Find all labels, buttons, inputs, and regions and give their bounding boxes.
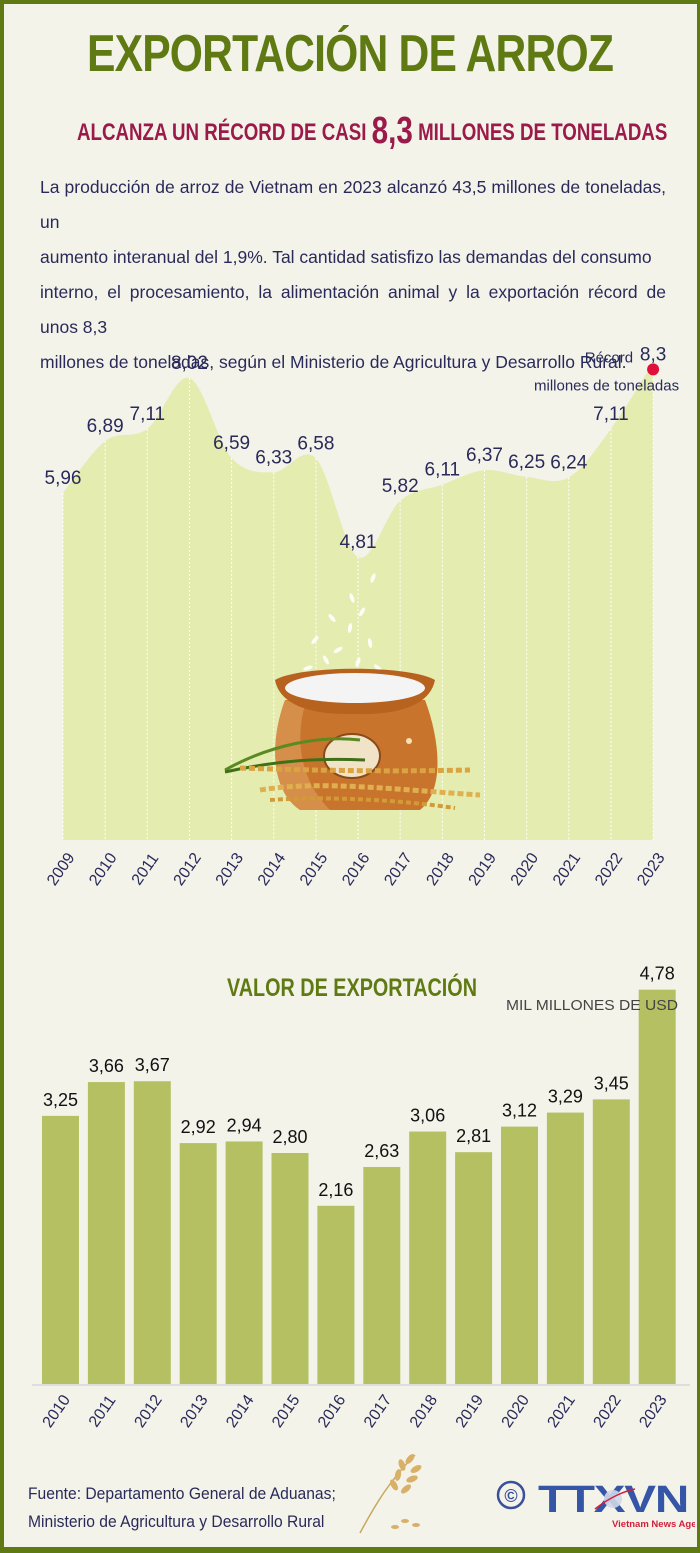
bar-value-label: 4,78 — [640, 964, 675, 984]
subtitle-number: 8,3 — [371, 110, 413, 152]
data-label: 7,11 — [593, 404, 629, 425]
data-label: 6,25 — [508, 452, 545, 473]
copyright-symbol: © — [504, 1486, 517, 1506]
x-tick-label: 2023 — [636, 1392, 670, 1431]
x-tick-label: 2021 — [545, 1392, 579, 1431]
x-tick-label: 2019 — [453, 1392, 487, 1431]
bar-chart-title: VALOR DE EXPORTACIÓN — [227, 972, 477, 1002]
bar-value-label: 2,16 — [318, 1180, 353, 1200]
x-tick-label: 2023 — [634, 850, 668, 889]
subtitle-prefix: ALCANZA UN RÉCORD DE CASI — [77, 119, 367, 146]
x-tick-label: 2012 — [171, 850, 205, 889]
bar — [409, 1131, 447, 1384]
bar — [363, 1167, 401, 1384]
logo-tagline: Vietnam News Agency — [612, 1519, 695, 1530]
source-line-2: Ministerio de Agricultura y Desarrollo R… — [28, 1512, 325, 1531]
intro-line: La producción de arroz de Vietnam en 202… — [40, 177, 666, 232]
data-label: 6,24 — [550, 452, 587, 473]
data-label: 5,82 — [382, 476, 419, 497]
x-tick-label: 2020 — [499, 1392, 533, 1431]
data-label: 6,33 — [255, 447, 292, 468]
source-note: Fuente: Departamento General de Aduanas;… — [28, 1480, 336, 1536]
page-subtitle: ALCANZA UN RÉCORD DE CASI 8,3 MILLONES D… — [77, 110, 667, 153]
x-tick-label: 2019 — [466, 850, 500, 889]
bar — [501, 1126, 538, 1384]
ttxvn-logo: © TTXVN Vietnam News Agency — [495, 1475, 700, 1540]
intro-line: aumento interanual del 1,9%. Tal cantida… — [40, 247, 652, 267]
copyright-icon — [496, 1480, 526, 1510]
bar-value-label: 3,06 — [410, 1106, 445, 1126]
data-label: 8,02 — [171, 353, 208, 374]
bar — [317, 1205, 355, 1384]
bar-value-label: 3,66 — [89, 1056, 124, 1076]
data-label: 6,59 — [213, 433, 250, 454]
subtitle-suffix: MILLONES DE TONELADAS — [418, 119, 668, 146]
bar-value-label: 2,63 — [364, 1141, 399, 1161]
x-tick-label: 2011 — [129, 850, 163, 888]
x-tick-label: 2018 — [423, 850, 457, 889]
x-tick-label: 2016 — [315, 1392, 349, 1431]
rice-sack-illustration — [224, 573, 481, 810]
x-tick-label: 2011 — [86, 1392, 120, 1430]
page-title: EXPORTACIÓN DE ARROZ — [86, 25, 614, 83]
record-dot — [647, 363, 660, 376]
record-label: Récord — [585, 349, 633, 366]
bar-value-label: 3,25 — [43, 1090, 78, 1110]
bar-value-label: 2,94 — [227, 1115, 262, 1135]
x-tick-label: 2015 — [297, 850, 331, 889]
x-tick-label: 2020 — [508, 850, 542, 889]
bar — [546, 1112, 584, 1384]
bar — [42, 1115, 79, 1384]
bar-value-label: 2,81 — [456, 1126, 491, 1146]
bar — [179, 1143, 217, 1384]
x-tick-label: 2022 — [592, 850, 626, 889]
bar-value-label: 2,92 — [181, 1117, 216, 1137]
export-value-bar-chart: VALOR DE EXPORTACIÓN 3,25 2010 3,66 2011 3,67… — [32, 964, 690, 1431]
data-label: 6,89 — [87, 416, 124, 437]
bar-value-label: 3,29 — [548, 1087, 583, 1107]
bar-value-label: 2,80 — [272, 1127, 307, 1147]
bar-value-label: 3,45 — [594, 1073, 629, 1093]
data-label: 5,96 — [45, 468, 82, 489]
data-label: 8,3 — [640, 344, 666, 365]
x-tick-label: 2014 — [255, 850, 289, 889]
data-label: 7,11 — [130, 404, 166, 425]
bar-value-label: 3,12 — [502, 1101, 537, 1121]
bar — [638, 989, 676, 1384]
x-tick-label: 2010 — [40, 1392, 74, 1431]
bar — [455, 1152, 493, 1384]
x-tick-label: 2017 — [381, 850, 415, 889]
x-tick-label: 2017 — [361, 1392, 395, 1431]
data-label: 6,37 — [466, 445, 503, 466]
intro-paragraph: La producción de arroz de Vietnam en 202… — [40, 170, 666, 380]
export-volume-area-chart — [62, 362, 654, 840]
x-tick-label: 2009 — [44, 850, 78, 889]
bar-value-label: 3,67 — [135, 1055, 170, 1075]
x-tick-label: 2015 — [269, 1392, 303, 1431]
bar — [87, 1082, 125, 1384]
bar — [271, 1153, 309, 1384]
x-tick-label: 2016 — [339, 850, 373, 889]
bar — [592, 1099, 630, 1384]
intro-line: interno, el procesamiento, la alimentaci… — [40, 282, 666, 337]
x-tick-label: 2014 — [223, 1392, 257, 1431]
x-tick-label: 2018 — [407, 1392, 441, 1431]
rice-stalk-icon — [359, 1454, 422, 1534]
data-label: 6,11 — [425, 460, 461, 481]
bar — [133, 1081, 171, 1384]
source-line-1: Fuente: Departamento General de Aduanas; — [28, 1484, 336, 1503]
record-unit-label: millones de toneladas — [534, 377, 679, 394]
x-tick-label: 2022 — [590, 1392, 624, 1431]
x-tick-label: 2012 — [131, 1392, 165, 1431]
unit-label: MIL MILLONES DE USD — [506, 997, 678, 1014]
bar — [225, 1141, 263, 1384]
data-label: 4,81 — [340, 532, 377, 553]
data-label: 6,58 — [297, 433, 334, 454]
x-tick-label: 2013 — [213, 850, 247, 889]
x-tick-label: 2010 — [86, 850, 120, 889]
x-tick-label: 2021 — [550, 850, 584, 889]
intro-line: millones de toneladas, según el Minister… — [40, 352, 627, 372]
x-tick-label: 2013 — [177, 1392, 211, 1431]
